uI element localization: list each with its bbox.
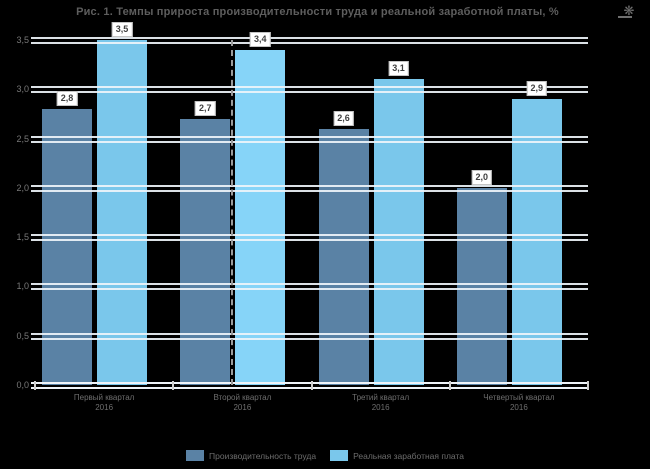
x-axis-tick <box>310 381 313 390</box>
bar-value-label: 3,5 <box>111 22 133 37</box>
x-axis-tick <box>34 381 36 390</box>
bar-Реальная заработная плата <box>97 40 147 385</box>
chart-title: Рис. 1. Темпы прироста производительност… <box>76 6 559 18</box>
x-axis-tick <box>448 381 451 390</box>
legend-swatch-light <box>330 450 349 461</box>
bar-Производительность труда <box>180 118 231 385</box>
bar-value-label: 2,8 <box>56 91 78 106</box>
bar-value-label: 2,6 <box>333 110 354 126</box>
bar-Производительность труда <box>456 187 507 385</box>
gridline <box>31 234 588 242</box>
gridline <box>31 86 588 94</box>
icon-underline <box>618 16 632 18</box>
x-axis-line <box>31 382 588 389</box>
y-axis-label: 3,5 <box>16 35 29 45</box>
gridline <box>31 184 588 192</box>
x-axis-category-label: Четвертый квартал 2016 <box>483 393 555 412</box>
x-axis-category-label: Первый квартал 2016 <box>73 393 135 412</box>
bar-value-label: 3,4 <box>249 31 271 47</box>
y-axis-label: 1,0 <box>16 281 29 292</box>
legend-label-series1: Производительность труда <box>209 450 317 461</box>
legend: Производительность труда Реальная зарабо… <box>0 450 650 461</box>
bar-value-label: 3,1 <box>388 61 409 77</box>
x-axis-category-label: Третий квартал 2016 <box>352 393 410 412</box>
dashed-marker-line <box>231 40 234 385</box>
y-axis-labels: 3,5 3,0 2,5 2,0 1,5 1,0 0,5 0,0 <box>0 35 31 390</box>
y-axis-label: 2,0 <box>16 182 29 193</box>
y-axis-label: 0,0 <box>16 380 29 390</box>
y-axis-label: 1,5 <box>16 232 29 243</box>
x-axis-category-label: Второй квартал 2016 <box>213 393 272 412</box>
legend-item-series2: Реальная заработная плата <box>330 450 464 461</box>
x-axis-tick <box>587 381 589 390</box>
gridline <box>31 135 588 143</box>
y-axis-label: 0,5 <box>16 330 29 341</box>
bar-Реальная заработная плата <box>235 49 286 385</box>
gridline <box>31 332 588 340</box>
bar-value-label: 2,7 <box>194 100 216 116</box>
bar-Производительность труда <box>42 109 92 385</box>
decoration-icon: ❋ <box>618 4 640 18</box>
legend-item-series1: Производительность труда <box>186 450 316 461</box>
gridline <box>31 283 588 291</box>
asterisk-icon: ❋ <box>623 3 635 18</box>
plot-area: 2,8 3,5 Первый квартал 2016 2,7 3,4 Второй ква… <box>31 22 589 412</box>
legend-swatch-dark <box>186 450 205 461</box>
bar-value-label: 2,9 <box>526 81 548 97</box>
y-axis-label: 3,0 <box>16 84 29 95</box>
gridline <box>31 37 588 44</box>
x-axis-tick <box>172 381 175 390</box>
bar-Производительность труда <box>318 128 369 385</box>
y-axis-label: 2,5 <box>16 133 29 144</box>
bar-value-label: 2,0 <box>471 169 493 185</box>
bar-Реальная заработная плата <box>511 99 562 385</box>
legend-label-series2: Реальная заработная плата <box>353 450 464 461</box>
